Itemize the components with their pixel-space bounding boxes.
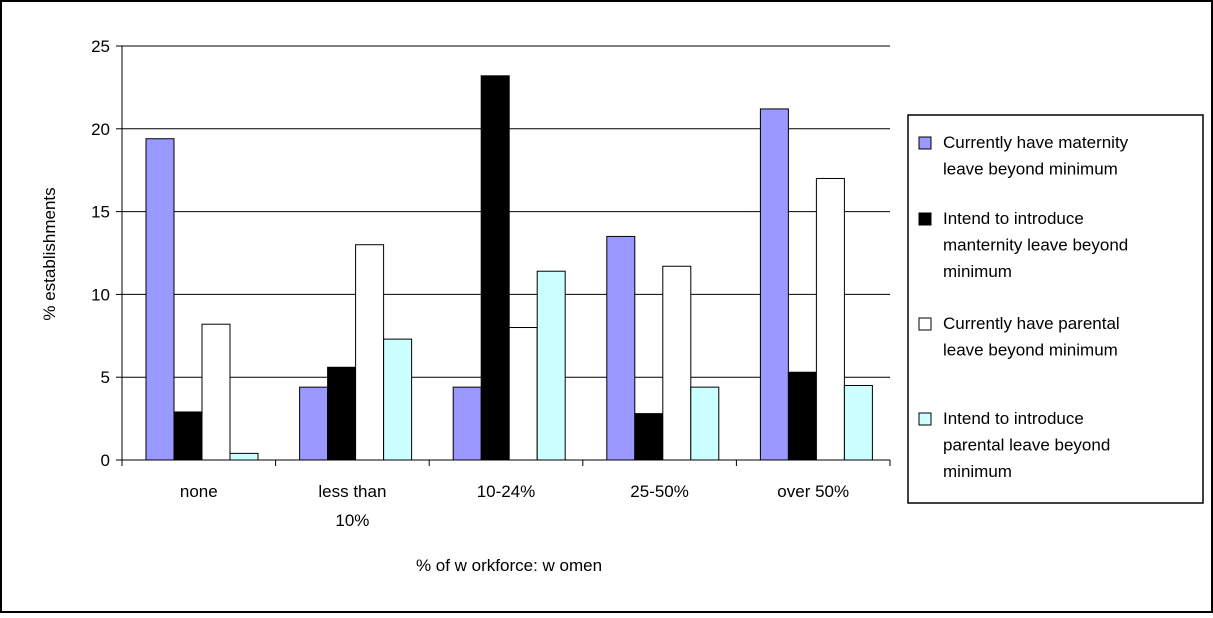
y-axis-title: % establishments <box>40 187 59 320</box>
x-axis-title: % of w orkforce: w omen <box>416 556 602 575</box>
bar <box>480 75 510 461</box>
bar <box>787 371 817 461</box>
y-tick-label: 15 <box>91 203 110 222</box>
legend-label: manternity leave beyond <box>943 236 1128 255</box>
bar <box>173 411 203 461</box>
tick-labels: 0 5 10 15 20 25 none less than 10% 10-24% 25-50% ov… <box>91 37 849 530</box>
legend-swatch <box>918 212 932 226</box>
x-tick-label: 25-50% <box>630 482 689 501</box>
bar <box>327 366 357 461</box>
bar <box>229 452 259 461</box>
legend-label: minimum <box>943 262 1012 281</box>
x-tick-label: over 50% <box>777 482 849 501</box>
x-tick-label: 10% <box>335 511 369 530</box>
bar <box>634 413 664 461</box>
legend-label: leave beyond minimum <box>943 160 1118 179</box>
bar <box>452 386 482 461</box>
bar <box>536 270 566 461</box>
bar <box>843 384 873 461</box>
x-tick-label: less than <box>318 482 386 501</box>
y-tick-label: 10 <box>91 285 110 304</box>
legend-label: Currently have parental <box>943 314 1120 333</box>
legend-label: Intend to introduce <box>943 409 1084 428</box>
bar <box>662 265 692 461</box>
x-tick-label: 10-24% <box>477 482 536 501</box>
bar <box>606 235 636 461</box>
y-tick-label: 5 <box>101 368 110 387</box>
bar <box>508 327 538 461</box>
legend-swatch <box>918 136 932 150</box>
legend-label: parental leave beyond <box>943 436 1110 455</box>
bar <box>201 323 231 461</box>
bar <box>145 138 175 461</box>
bar <box>690 386 720 461</box>
y-tick-label: 20 <box>91 120 110 139</box>
legend-label: Intend to introduce <box>943 209 1084 228</box>
legend-swatch <box>918 317 932 331</box>
legend-label: minimum <box>943 462 1012 481</box>
bar <box>759 108 789 461</box>
bar <box>383 338 413 461</box>
legend-label: Currently have maternity <box>943 133 1129 152</box>
bar <box>815 177 845 461</box>
legend: Currently have maternity leave beyond min… <box>907 114 1204 504</box>
legend-label: leave beyond minimum <box>943 341 1118 360</box>
bars <box>145 75 873 461</box>
bar <box>299 386 329 461</box>
legend-swatch <box>918 412 932 426</box>
y-tick-label: 25 <box>91 37 110 56</box>
x-tick-label: none <box>180 482 218 501</box>
bar <box>355 244 385 461</box>
y-tick-label: 0 <box>101 451 110 470</box>
legend-box <box>907 114 1204 504</box>
